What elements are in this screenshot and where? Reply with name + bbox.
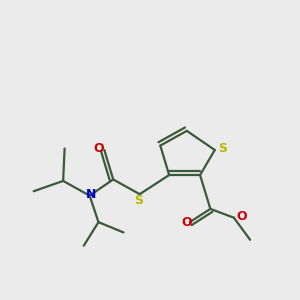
Text: N: N [86, 188, 96, 201]
Text: S: S [134, 194, 143, 207]
Text: O: O [236, 210, 247, 223]
Text: O: O [182, 216, 192, 229]
Text: O: O [93, 142, 104, 155]
Text: S: S [218, 142, 226, 155]
